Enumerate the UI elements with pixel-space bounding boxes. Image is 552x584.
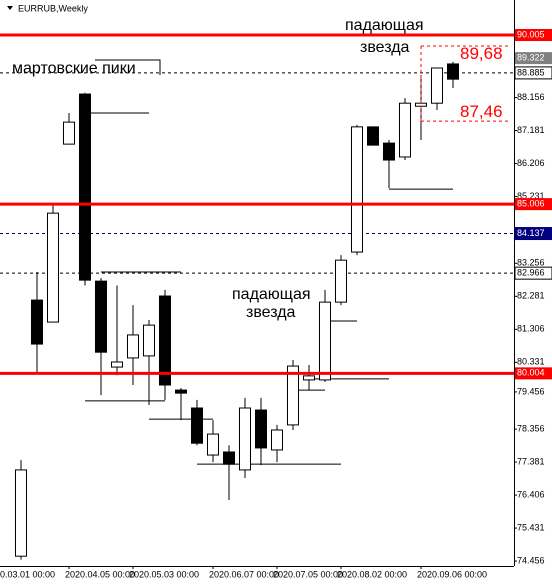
level-label: 80.004 xyxy=(517,368,545,378)
y-tick-label: 83.256 xyxy=(517,258,545,268)
candle-body xyxy=(319,301,331,381)
menu-icon[interactable] xyxy=(7,6,13,10)
x-tick-label: 2020.09.06 00:00 xyxy=(417,569,487,579)
level-label: 90.005 xyxy=(517,29,545,39)
level-tag xyxy=(514,227,552,241)
candle-body xyxy=(127,334,139,359)
level-tag xyxy=(515,367,552,380)
y-tick-label: 85.231 xyxy=(517,191,545,201)
annotation: падающая xyxy=(345,17,424,34)
y-tick-label: 87.181 xyxy=(517,125,545,135)
candle-body xyxy=(95,280,107,353)
x-tick-label: 2020.07.05 00:00 xyxy=(273,569,343,579)
candle-body xyxy=(31,299,43,345)
candle-body xyxy=(63,121,75,145)
y-tick-label: 77.381 xyxy=(517,456,545,466)
candle-body xyxy=(191,407,203,444)
annotation: звезда xyxy=(246,304,296,321)
candle-body xyxy=(399,102,411,158)
x-tick-label: 2020.08.02 00:00 xyxy=(337,569,407,579)
candle-body xyxy=(159,295,171,386)
chart-title: EURRUB,Weekly xyxy=(18,3,88,13)
candle-body xyxy=(335,259,347,303)
level-tag xyxy=(515,29,552,42)
y-tick-label: 76.406 xyxy=(517,489,545,499)
level-label: 85.006 xyxy=(517,199,545,209)
candle-body xyxy=(447,63,459,80)
y-tick-label: 75.431 xyxy=(517,522,545,532)
annotation: звезда xyxy=(360,39,410,56)
y-tick-label: 80.331 xyxy=(517,357,545,367)
candle-body xyxy=(143,324,155,357)
candle-body xyxy=(111,361,123,368)
candle-body xyxy=(15,469,27,557)
level-label: 84.137 xyxy=(517,228,545,238)
note-label: 87,46 xyxy=(460,102,503,121)
y-tick-label: 81.306 xyxy=(517,324,545,334)
candle-body xyxy=(415,102,427,107)
x-tick-label: 2020.06.07 00:00 xyxy=(209,569,279,579)
x-tick-label: 2020.03.01 00:00 xyxy=(0,569,55,579)
y-tick-label: 82.281 xyxy=(517,291,545,301)
level-tag xyxy=(514,266,552,280)
candle-body xyxy=(255,409,267,449)
price-label: 89.322 xyxy=(517,52,545,62)
candle-body xyxy=(383,142,395,161)
candle-body xyxy=(79,93,91,281)
level-tag xyxy=(515,198,552,211)
level-tag xyxy=(514,66,552,80)
candle-body xyxy=(287,365,299,426)
annotation: мартовские пики xyxy=(12,60,136,77)
candle-body xyxy=(303,375,315,381)
y-tick-label: 86.206 xyxy=(517,158,545,168)
candle-body xyxy=(351,126,363,253)
level-label: 82.966 xyxy=(517,268,545,278)
price-tag xyxy=(515,52,552,65)
y-tick-label: 79.456 xyxy=(517,386,545,396)
candle-body xyxy=(239,407,251,471)
note-label: 89,68 xyxy=(460,44,503,63)
candle-body xyxy=(223,451,235,465)
x-tick-label: 2020.04.05 00:00 xyxy=(65,569,135,579)
x-tick-label: 2020.05.03 00:00 xyxy=(129,569,199,579)
y-tick-label: 88.156 xyxy=(517,92,545,102)
bracket xyxy=(95,59,161,75)
candle-body xyxy=(207,433,219,456)
candle-body xyxy=(431,67,443,104)
annotation: падающая xyxy=(232,286,311,303)
y-tick-label: 78.356 xyxy=(517,423,545,433)
candle-body xyxy=(367,126,379,146)
level-label: 88.885 xyxy=(517,67,545,77)
candle-body xyxy=(47,212,59,323)
y-tick-label: 74.456 xyxy=(517,555,545,565)
candle-body xyxy=(175,389,187,394)
candle-body xyxy=(271,429,283,451)
